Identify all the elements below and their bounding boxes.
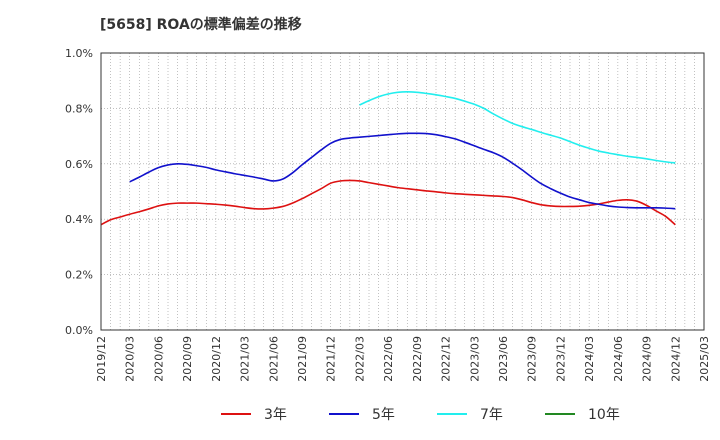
legend: 3年 5年 7年 10年 <box>221 407 620 423</box>
x-tick-label: 2025/03 <box>698 336 711 382</box>
legend-label: 5年 <box>372 407 395 423</box>
x-tick-label: 2024/09 <box>641 336 654 382</box>
x-tick-label: 2023/06 <box>497 336 510 382</box>
y-tick-label: 0.4% <box>65 213 93 226</box>
x-tick-label: 2023/03 <box>468 336 481 382</box>
y-axis-ticks: 1.0% 0.8% 0.6% 0.4% 0.2% 0.0% <box>65 47 93 337</box>
x-tick-label: 2021/09 <box>296 336 309 382</box>
series-line-1 <box>129 132 676 210</box>
chart-title: [5658] ROAの標準偏差の推移 <box>100 17 302 33</box>
x-tick-label: 2021/12 <box>325 336 338 382</box>
x-tick-label: 2020/09 <box>181 336 194 382</box>
y-tick-label: 0.6% <box>65 158 93 171</box>
y-tick-label: 1.0% <box>65 47 93 60</box>
y-tick-label: 0.0% <box>65 324 93 337</box>
x-tick-label: 2020/03 <box>124 336 137 382</box>
plot-frame <box>100 52 705 331</box>
x-tick-label: 2019/12 <box>95 336 108 382</box>
x-tick-label: 2022/12 <box>440 336 453 382</box>
x-tick-label: 2022/09 <box>411 336 424 382</box>
x-tick-label: 2020/12 <box>210 336 223 382</box>
y-tick-label: 0.8% <box>65 102 93 115</box>
x-axis-ticks: 2019/12 2020/03 2020/06 2020/09 2020/12 2021/… <box>95 336 711 382</box>
x-tick-label: 2022/03 <box>353 336 366 382</box>
series-layer <box>100 90 676 226</box>
legend-label: 10年 <box>588 407 620 423</box>
legend-label: 3年 <box>264 407 287 423</box>
x-tick-label: 2022/06 <box>382 336 395 382</box>
x-tick-label: 2023/12 <box>554 336 567 382</box>
series-line-0 <box>100 179 676 226</box>
x-tick-label: 2024/06 <box>612 336 625 382</box>
x-tick-label: 2020/06 <box>152 336 165 382</box>
x-tick-label: 2024/03 <box>583 336 596 382</box>
x-tick-label: 2024/12 <box>669 336 682 382</box>
x-tick-label: 2023/09 <box>526 336 539 382</box>
x-tick-label: 2021/06 <box>267 336 280 382</box>
y-tick-label: 0.2% <box>65 269 93 282</box>
grid-layer <box>101 53 704 330</box>
legend-label: 7年 <box>480 407 503 423</box>
series-line-2 <box>359 90 676 164</box>
x-tick-label: 2021/03 <box>239 336 252 382</box>
